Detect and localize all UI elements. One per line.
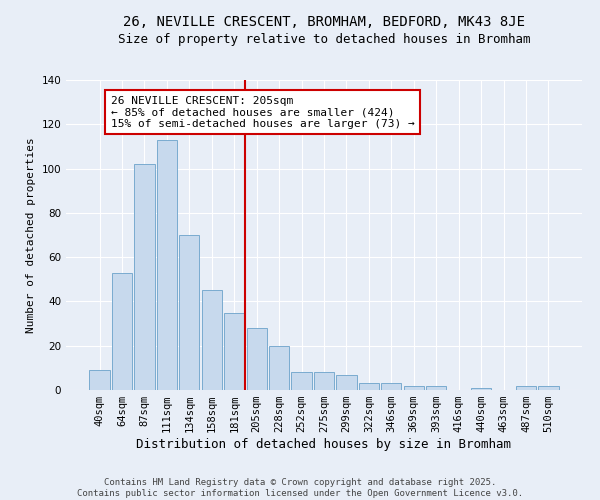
Bar (538, 386, 559, 390)
Bar (426, 386, 446, 390)
Bar (292, 372, 311, 390)
Bar (337, 374, 356, 390)
Bar (224, 312, 244, 390)
Bar (516, 386, 536, 390)
Text: Contains HM Land Registry data © Crown copyright and database right 2025.
Contai: Contains HM Land Registry data © Crown c… (77, 478, 523, 498)
Y-axis label: Number of detached properties: Number of detached properties (26, 137, 36, 333)
Bar (359, 384, 379, 390)
Bar (381, 384, 401, 390)
Bar (112, 272, 132, 390)
Bar (314, 372, 334, 390)
Bar (404, 386, 424, 390)
Bar (157, 140, 177, 390)
Text: 26, NEVILLE CRESCENT, BROMHAM, BEDFORD, MK43 8JE: 26, NEVILLE CRESCENT, BROMHAM, BEDFORD, … (123, 15, 525, 29)
Bar (89, 370, 110, 390)
X-axis label: Distribution of detached houses by size in Bromham: Distribution of detached houses by size … (137, 438, 511, 451)
Bar (247, 328, 267, 390)
Text: 26 NEVILLE CRESCENT: 205sqm
← 85% of detached houses are smaller (424)
15% of se: 26 NEVILLE CRESCENT: 205sqm ← 85% of det… (111, 96, 415, 128)
Bar (202, 290, 222, 390)
Text: Size of property relative to detached houses in Bromham: Size of property relative to detached ho… (118, 32, 530, 46)
Bar (269, 346, 289, 390)
Bar (134, 164, 155, 390)
Bar (179, 235, 199, 390)
Bar (471, 388, 491, 390)
